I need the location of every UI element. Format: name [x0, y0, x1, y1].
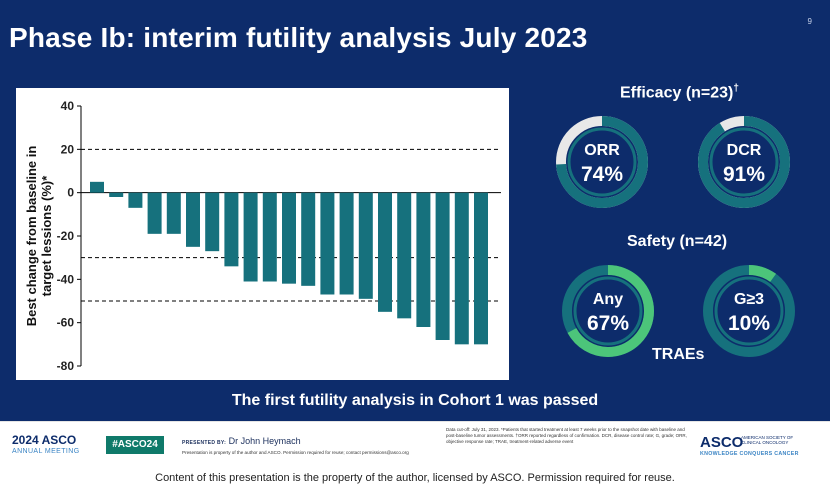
dcr-donut-value: 91%	[722, 163, 766, 186]
bottom-notice: Content of this presentation is the prop…	[155, 472, 675, 484]
bar-3	[147, 192, 162, 234]
bar-2	[128, 192, 143, 208]
orr-donut-ring	[556, 116, 648, 208]
donut-track	[703, 265, 795, 357]
bar-17	[416, 192, 431, 327]
hashtag-badge: #ASCO24	[106, 436, 164, 454]
bar-4	[166, 192, 181, 234]
waterfall-chart: 40 20 0 -20 -40 -60 -80 Best change from baseli…	[16, 88, 509, 380]
bar-11	[301, 192, 316, 286]
donut-fill	[703, 265, 795, 357]
any-trae-donut: Any 67%	[560, 263, 656, 359]
donut-fill	[562, 265, 654, 357]
asco-society-name: AMERICAN SOCIETY OF CLINICAL ONCOLOGY	[741, 435, 794, 445]
y-axis-label-line-2: target lessions (%)*	[39, 175, 54, 297]
presented-by-label: PRESENTED BY:	[182, 440, 227, 446]
grade3-trae-donut-name: G≥3	[733, 291, 765, 308]
donut-inner-ring	[567, 127, 637, 197]
dcr-donut-ring	[698, 116, 790, 208]
bar-15	[378, 192, 392, 312]
conclusion-text: The first futility analysis in Cohort 1 …	[231, 392, 599, 409]
y-tick-label-3: -20	[57, 229, 75, 243]
bar-20	[474, 192, 488, 345]
y-tick-label-1: 20	[61, 142, 75, 156]
bar-12	[320, 192, 335, 295]
presenter-name: Dr John Heymach	[228, 436, 301, 446]
any-trae-donut-ring	[562, 265, 654, 357]
donut-inner-ring	[573, 276, 643, 346]
traes-label: TRAEs	[652, 346, 705, 363]
donut-fill	[556, 116, 648, 208]
y-tick-label-0: 40	[61, 99, 75, 113]
bar-9	[262, 192, 277, 282]
bar-14	[358, 192, 373, 299]
bar-8	[243, 192, 258, 282]
safety-title: Safety (n=42)	[627, 233, 728, 250]
meeting-year: 2024 ASCO	[12, 433, 77, 447]
donut-fill	[698, 116, 790, 208]
bar-18	[435, 192, 450, 340]
asco-logo-text: ASCO	[700, 434, 744, 451]
slide-number: 9	[807, 17, 812, 26]
bar-1	[109, 192, 124, 197]
y-tick-label-2: 0	[67, 186, 74, 200]
asco-logo: ASCO AMERICAN SOCIETY OF CLINICAL ONCOLO…	[700, 434, 798, 457]
footer: 2024 ASCO ANNUAL MEETING #ASCO24 PRESENT…	[0, 421, 830, 464]
y-tick-label-4: -40	[57, 272, 75, 286]
y-tick-label-6: -80	[57, 359, 75, 373]
any-trae-donut-name: Any	[592, 291, 624, 308]
y-axis-label-line-1: Best change from baseline in	[24, 146, 39, 327]
grade3-trae-donut: G≥3 10%	[701, 263, 797, 359]
bar-19	[454, 192, 469, 345]
y-axis-label: Best change from baseline intarget lessi…	[24, 146, 54, 327]
efficacy-dagger: †	[733, 83, 739, 94]
slide: Phase Ib: interim futility analysis July…	[0, 0, 830, 421]
donut-inner-ring	[709, 127, 779, 197]
bar-6	[205, 192, 220, 252]
meeting-sub: ANNUAL MEETING	[12, 448, 80, 455]
waterfall-chart-svg: 40 20 0 -20 -40 -60 -80 Best change from baseli…	[24, 99, 501, 373]
efficacy-title: Efficacy (n=23)†	[620, 83, 739, 102]
slide-title: Phase Ib: interim futility analysis July…	[9, 22, 588, 53]
bar-13	[339, 192, 354, 295]
orr-donut-name: ORR	[584, 142, 620, 159]
bar-10	[282, 192, 296, 284]
grade3-trae-donut-ring	[703, 265, 795, 357]
orr-donut: ORR 74%	[554, 114, 650, 210]
y-tick-label-5: -60	[57, 316, 75, 330]
efficacy-title-text: Efficacy (n=23)	[620, 84, 734, 102]
asco-tagline: KNOWLEDGE CONQUERS CANCER	[700, 451, 799, 457]
property-note: Presentation is property of the author a…	[182, 450, 409, 455]
orr-donut-value: 74%	[580, 163, 624, 186]
dcr-donut-name: DCR	[726, 142, 762, 159]
grade3-trae-donut-value: 10%	[727, 312, 771, 335]
bar-5	[186, 192, 200, 247]
asco-annual-meeting-logo: 2024 ASCO ANNUAL MEETING	[12, 433, 80, 457]
donut-inner-ring	[714, 276, 784, 346]
presenter-line: PRESENTED BY: Dr John Heymach	[182, 436, 301, 446]
bar-7	[224, 192, 239, 267]
data-footnote: Data cut-off: July 31, 2023. *Patients t…	[446, 427, 687, 444]
bar-0	[90, 181, 104, 193]
any-trae-donut-value: 67%	[586, 312, 630, 335]
bar-16	[397, 192, 412, 319]
dcr-donut: DCR 91%	[696, 114, 792, 210]
